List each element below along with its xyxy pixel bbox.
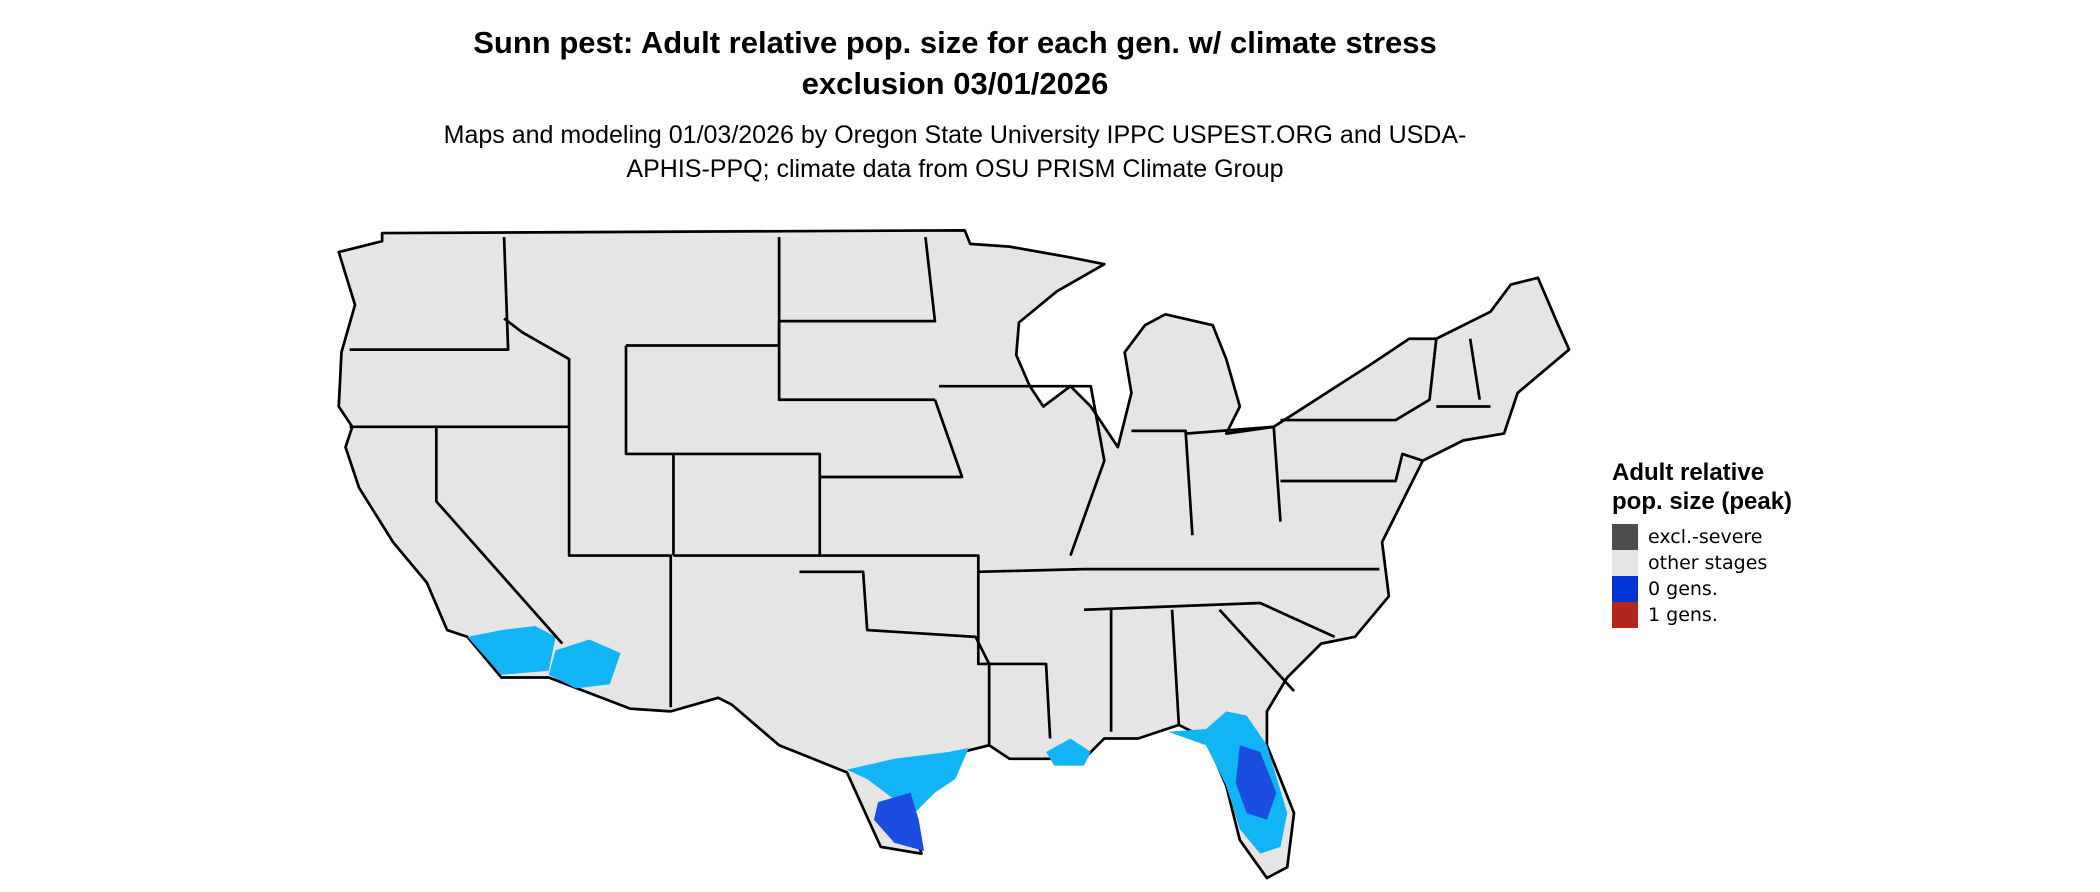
header: Sunn pest: Adult relative pop. size for … [405, 22, 1505, 186]
legend-swatch [1612, 602, 1638, 628]
legend-item: 1 gens. [1612, 602, 1797, 628]
legend-label: excl.-severe [1648, 526, 1763, 548]
map-subtitle: Maps and modeling 01/03/2026 by Oregon S… [443, 121, 1467, 183]
legend-label: 1 gens. [1648, 604, 1718, 626]
map-title: Sunn pest: Adult relative pop. size for … [473, 25, 1437, 101]
region-dark [873, 745, 1277, 851]
legend-swatch [1612, 550, 1638, 576]
legend-label: other stages [1648, 552, 1768, 574]
legend-item: 0 gens. [1612, 576, 1797, 602]
legend-swatch [1612, 524, 1638, 550]
us-map [337, 228, 1571, 880]
legend-items: excl.-severe other stages 0 gens. 1 gens. [1612, 524, 1797, 628]
legend-swatch [1612, 576, 1638, 602]
legend-title: Adult relative pop. size (peak) [1612, 459, 1793, 515]
legend-label: 0 gens. [1648, 578, 1718, 600]
legend-item: excl.-severe [1612, 524, 1797, 550]
legend-item: other stages [1612, 550, 1797, 576]
legend: Adult relative pop. size (peak) excl.-se… [1612, 458, 1797, 628]
region-light [467, 626, 1288, 854]
state-borders [349, 236, 1491, 746]
